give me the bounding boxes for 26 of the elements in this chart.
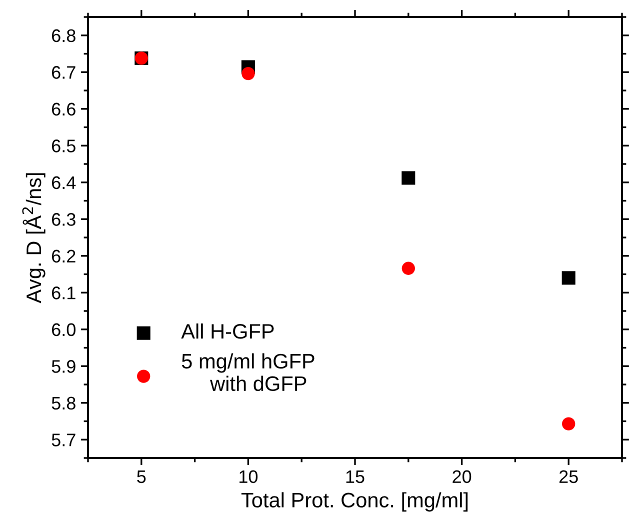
y-tick-label: 6.6 [52, 102, 76, 116]
y-tick-label: 6.3 [52, 213, 76, 226]
x-tick-label: 15 [346, 470, 364, 484]
y-tick-label: 5.9 [52, 360, 76, 373]
legend-label: 5 mg/ml hGFP with dGFP [182, 353, 314, 392]
y-tick-label: 6.8 [52, 29, 76, 42]
y-tick-label: 6.0 [52, 323, 76, 336]
point [562, 271, 576, 285]
y-tick-label: 6.7 [52, 66, 76, 79]
point [242, 67, 255, 80]
y-tick-label: 6.1 [52, 286, 76, 300]
x-tick-label: 25 [559, 470, 578, 484]
x-tick-label: 20 [452, 470, 472, 484]
legend-label: All H-GFP [181, 323, 274, 339]
point [402, 262, 415, 275]
point [402, 171, 416, 185]
y-axis-title: Avg. D [Å$^{2}$/ns] [22, 173, 46, 304]
y-tick-label: 6.4 [52, 176, 76, 190]
x-tick-label: 10 [240, 470, 258, 484]
y-tick-label: 5.7 [52, 434, 76, 446]
y-tick-label: 5.8 [52, 396, 76, 410]
y-tick-label: 6.5 [52, 140, 76, 152]
x-tick-label: 5 [137, 470, 146, 484]
y-tick-label: 6.2 [52, 250, 76, 263]
x-axis-title: Total Prot. Conc. [mg/ml] [241, 492, 468, 512]
point [562, 417, 576, 430]
